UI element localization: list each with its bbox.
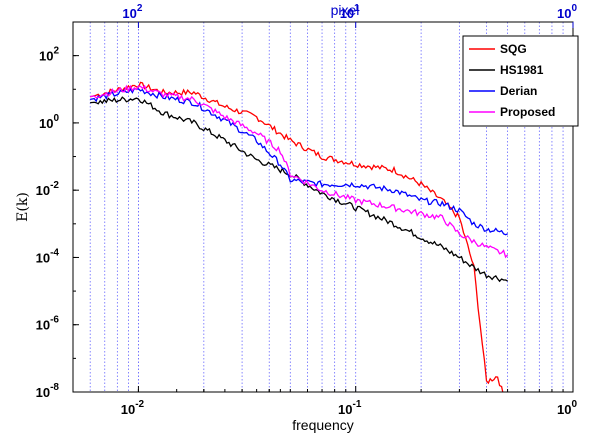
top-tick-label: 100 — [557, 3, 577, 21]
y-tick-label: 10-4 — [36, 247, 60, 265]
legend-label: HS1981 — [500, 63, 544, 77]
y-tick-label: 100 — [39, 113, 59, 131]
series-line-proposed — [90, 84, 509, 259]
legend-box — [462, 35, 579, 127]
y-tick-label: 10-2 — [36, 180, 60, 198]
x-tick-label: 10-1 — [338, 399, 362, 417]
x-tick-label: 100 — [557, 399, 577, 417]
y-tick-label: 10-6 — [36, 315, 60, 333]
top-tick-label: 102 — [122, 3, 142, 21]
plot-frame — [72, 21, 574, 393]
legend: SQG HS1981 Derian Proposed — [462, 35, 579, 127]
legend-label: Derian — [500, 84, 537, 98]
series-line-derian — [90, 87, 508, 236]
x-axis-title: frequency — [292, 417, 353, 433]
top-tick-label: 101 — [340, 3, 360, 21]
top-axis-title: pixel — [331, 2, 360, 18]
legend-label: SQG — [500, 42, 527, 56]
legend-label: Proposed — [500, 105, 555, 119]
ticks: 10-2 10-1 100 102 101 100 102 100 10-2 10-4 10-6 10… — [36, 3, 578, 417]
series-layer — [90, 81, 509, 392]
x-tick-label: 10-2 — [121, 399, 145, 417]
gridlines — [89, 22, 574, 392]
y-tick-label: 102 — [39, 46, 59, 64]
y-axis-title: E(k) — [15, 192, 31, 222]
y-tick-label: 10-8 — [36, 382, 60, 400]
